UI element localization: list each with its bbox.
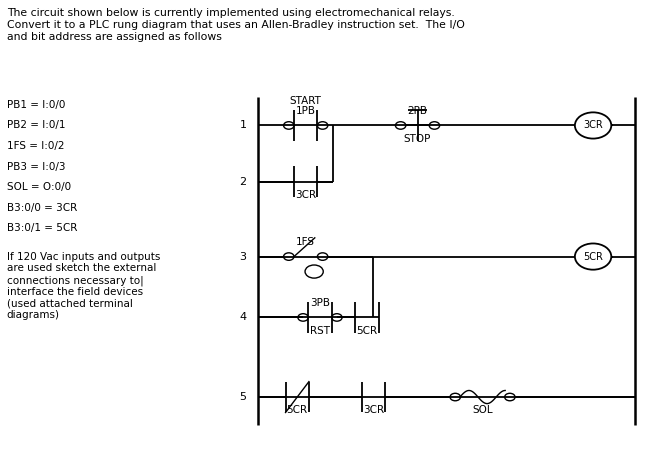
Text: START: START (290, 96, 322, 106)
Text: 3PB: 3PB (310, 298, 330, 308)
Text: 2PB: 2PB (407, 106, 428, 116)
Text: 1: 1 (240, 121, 247, 130)
Text: B3:0/1 = 5CR: B3:0/1 = 5CR (7, 223, 77, 233)
Text: 2: 2 (240, 177, 247, 187)
Text: SOL = O:0/0: SOL = O:0/0 (7, 182, 71, 192)
Text: STOP: STOP (404, 134, 431, 144)
Text: If 120 Vac inputs and outputs
are used sketch the external
connections necessary: If 120 Vac inputs and outputs are used s… (7, 252, 160, 320)
Text: The circuit shown below is currently implemented using electromechanical relays.: The circuit shown below is currently imp… (7, 8, 464, 41)
Text: 5: 5 (240, 392, 247, 402)
Text: 3CR: 3CR (583, 121, 603, 130)
Text: SOL: SOL (472, 406, 493, 415)
Text: PB3 = I:0/3: PB3 = I:0/3 (7, 162, 65, 171)
Text: 1FS: 1FS (296, 237, 315, 247)
Text: 3CR: 3CR (363, 406, 384, 415)
Text: 5CR: 5CR (583, 252, 603, 261)
Text: 3CR: 3CR (295, 190, 316, 200)
Text: 5CR: 5CR (357, 326, 377, 336)
Text: 5CR: 5CR (287, 406, 308, 415)
Text: RST: RST (310, 326, 330, 336)
Text: 3: 3 (240, 252, 247, 261)
Text: 1FS = I:0/2: 1FS = I:0/2 (7, 141, 64, 151)
Text: 1PB: 1PB (296, 106, 315, 116)
Text: PB1 = I:0/0: PB1 = I:0/0 (7, 100, 65, 110)
Text: B3:0/0 = 3CR: B3:0/0 = 3CR (7, 203, 77, 213)
Text: 4: 4 (240, 312, 247, 323)
Text: PB2 = I:0/1: PB2 = I:0/1 (7, 120, 65, 130)
